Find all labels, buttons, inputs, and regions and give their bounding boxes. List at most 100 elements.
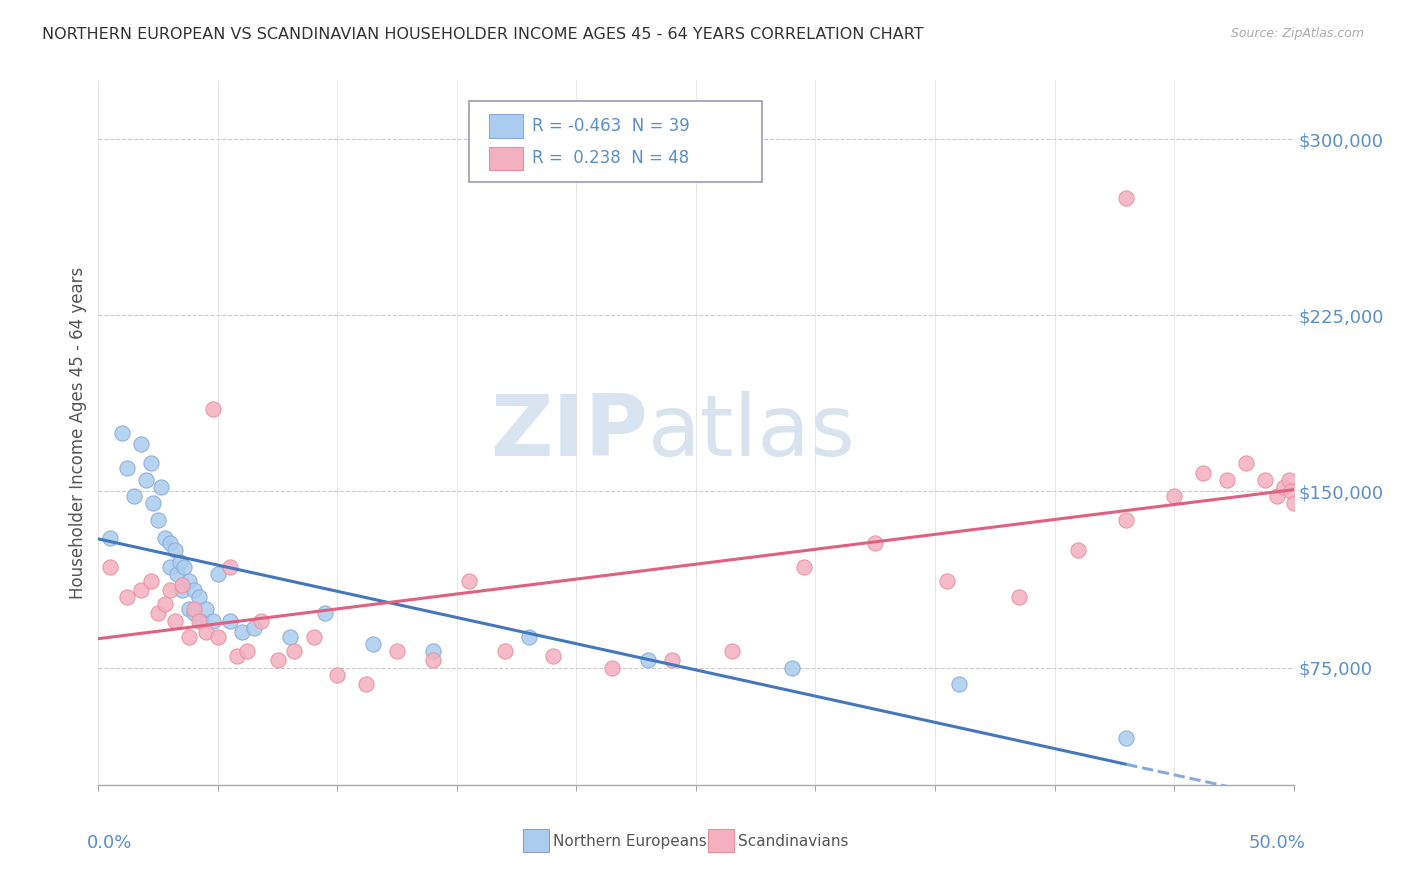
Point — [494, 644, 516, 658]
Point — [187, 590, 209, 604]
Point — [1278, 473, 1301, 487]
Text: Northern Europeans: Northern Europeans — [553, 834, 706, 848]
Point — [155, 597, 177, 611]
Point — [226, 648, 249, 663]
Point — [139, 456, 162, 470]
Point — [179, 630, 201, 644]
Point — [865, 536, 887, 550]
Point — [948, 677, 970, 691]
Text: atlas: atlas — [648, 391, 856, 475]
Point — [250, 614, 273, 628]
Point — [363, 637, 385, 651]
Text: NORTHERN EUROPEAN VS SCANDINAVIAN HOUSEHOLDER INCOME AGES 45 - 64 YEARS CORRELAT: NORTHERN EUROPEAN VS SCANDINAVIAN HOUSEH… — [42, 27, 924, 42]
Point — [98, 531, 122, 545]
Point — [124, 489, 146, 503]
Point — [159, 582, 181, 597]
Text: ZIP: ZIP — [491, 391, 648, 475]
Point — [149, 480, 172, 494]
Point — [278, 630, 301, 644]
Point — [179, 601, 201, 615]
Point — [155, 531, 177, 545]
Point — [235, 644, 257, 658]
Point — [354, 677, 377, 691]
Point — [135, 473, 157, 487]
Point — [422, 644, 444, 658]
Point — [1115, 512, 1137, 526]
Point — [1191, 466, 1213, 480]
Point — [541, 648, 564, 663]
Text: Scandinavians: Scandinavians — [738, 834, 848, 848]
Point — [179, 574, 201, 588]
Point — [219, 614, 242, 628]
Point — [267, 653, 290, 667]
Point — [207, 630, 229, 644]
Point — [517, 630, 540, 644]
Point — [1115, 731, 1137, 745]
Point — [142, 496, 165, 510]
Point — [661, 653, 683, 667]
Point — [721, 644, 744, 658]
Point — [131, 437, 153, 451]
Point — [159, 559, 181, 574]
Point — [780, 660, 803, 674]
Point — [183, 607, 205, 621]
Point — [1215, 473, 1237, 487]
Point — [163, 543, 186, 558]
Point — [173, 559, 195, 574]
Point — [187, 614, 209, 628]
Point — [202, 614, 225, 628]
Text: Source: ZipAtlas.com: Source: ZipAtlas.com — [1230, 27, 1364, 40]
Point — [111, 425, 134, 440]
Point — [602, 660, 624, 674]
Point — [163, 614, 186, 628]
Point — [148, 607, 170, 621]
Point — [1282, 496, 1305, 510]
Point — [1254, 473, 1277, 487]
Bar — [489, 146, 523, 170]
Point — [1115, 191, 1137, 205]
Point — [936, 574, 959, 588]
Y-axis label: Householder Income Ages 45 - 64 years: Householder Income Ages 45 - 64 years — [69, 267, 87, 599]
Point — [1067, 543, 1090, 558]
Point — [195, 625, 218, 640]
Point — [131, 582, 153, 597]
Point — [115, 590, 138, 604]
Bar — [489, 114, 523, 138]
Text: 50.0%: 50.0% — [1249, 834, 1306, 852]
Point — [169, 555, 191, 569]
Point — [1234, 456, 1257, 470]
Text: R = -0.463  N = 39: R = -0.463 N = 39 — [533, 117, 690, 135]
Point — [166, 566, 188, 581]
Point — [326, 667, 349, 681]
Point — [458, 574, 481, 588]
Point — [302, 630, 325, 644]
Point — [385, 644, 409, 658]
Point — [231, 625, 253, 640]
Point — [1008, 590, 1031, 604]
Point — [159, 536, 181, 550]
Point — [1279, 484, 1302, 499]
Point — [1163, 489, 1185, 503]
Point — [1265, 489, 1288, 503]
Point — [202, 402, 225, 417]
Point — [190, 614, 212, 628]
Point — [422, 653, 444, 667]
Point — [207, 566, 229, 581]
Point — [148, 512, 170, 526]
Point — [219, 559, 242, 574]
Point — [98, 559, 122, 574]
Point — [172, 578, 194, 592]
Point — [1272, 480, 1295, 494]
Text: R =  0.238  N = 48: R = 0.238 N = 48 — [533, 150, 689, 168]
Point — [315, 607, 337, 621]
Point — [172, 582, 194, 597]
Point — [115, 460, 138, 475]
Point — [243, 621, 266, 635]
Point — [637, 653, 659, 667]
Point — [183, 601, 205, 615]
Point — [793, 559, 815, 574]
Bar — [709, 830, 734, 852]
Point — [283, 644, 305, 658]
Point — [139, 574, 162, 588]
Bar — [523, 830, 548, 852]
